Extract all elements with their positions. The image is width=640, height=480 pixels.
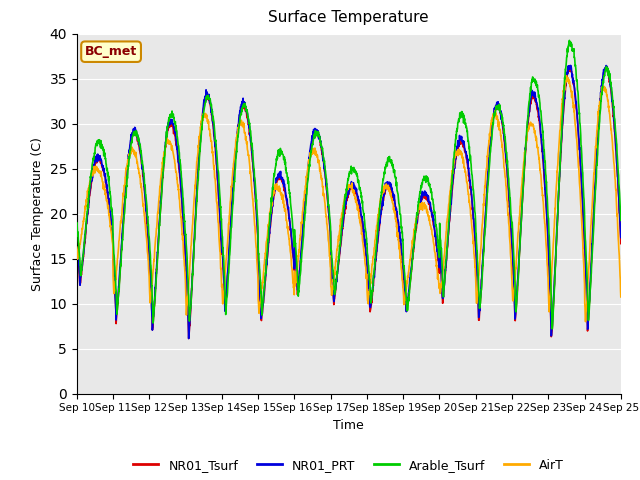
NR01_PRT [225, 253, 232, 259]
AirT [582, 319, 589, 324]
NR01_PRT [617, 235, 625, 240]
NR01_PRT [570, 80, 577, 85]
AirT [365, 296, 372, 301]
AirT [507, 254, 515, 260]
Arable_Tsurf [365, 262, 372, 268]
NR01_PRT [507, 224, 515, 229]
AirT [569, 100, 577, 106]
Line: NR01_PRT: NR01_PRT [77, 65, 621, 338]
AirT [73, 244, 81, 250]
Line: Arable_Tsurf: Arable_Tsurf [77, 40, 621, 329]
NR01_Tsurf [602, 65, 610, 71]
NR01_Tsurf [507, 227, 515, 233]
NR01_PRT [584, 316, 592, 322]
Arable_Tsurf [584, 317, 592, 323]
AirT [376, 204, 384, 210]
NR01_Tsurf [185, 336, 193, 341]
Arable_Tsurf [566, 37, 573, 43]
NR01_Tsurf [365, 288, 372, 293]
NR01_PRT [73, 236, 81, 241]
X-axis label: Time: Time [333, 419, 364, 432]
NR01_Tsurf [569, 75, 577, 81]
Line: AirT: AirT [77, 76, 621, 322]
Arable_Tsurf [617, 217, 625, 223]
AirT [584, 274, 592, 280]
Arable_Tsurf [225, 271, 232, 276]
AirT [563, 73, 570, 79]
Arable_Tsurf [548, 326, 556, 332]
Arable_Tsurf [73, 220, 81, 226]
NR01_Tsurf [584, 322, 592, 327]
Title: Surface Temperature: Surface Temperature [269, 11, 429, 25]
Arable_Tsurf [570, 48, 577, 53]
AirT [617, 294, 625, 300]
NR01_Tsurf [225, 258, 232, 264]
Legend: NR01_Tsurf, NR01_PRT, Arable_Tsurf, AirT: NR01_Tsurf, NR01_PRT, Arable_Tsurf, AirT [129, 454, 569, 477]
Line: NR01_Tsurf: NR01_Tsurf [77, 68, 621, 338]
NR01_PRT [567, 62, 575, 68]
Arable_Tsurf [376, 201, 384, 206]
AirT [225, 221, 232, 227]
NR01_PRT [365, 283, 372, 289]
NR01_PRT [376, 211, 384, 216]
Text: BC_met: BC_met [85, 45, 137, 58]
NR01_Tsurf [617, 241, 625, 247]
Arable_Tsurf [507, 205, 515, 211]
NR01_Tsurf [376, 215, 384, 221]
NR01_Tsurf [73, 238, 81, 243]
Y-axis label: Surface Temperature (C): Surface Temperature (C) [31, 137, 44, 290]
NR01_PRT [185, 336, 193, 341]
